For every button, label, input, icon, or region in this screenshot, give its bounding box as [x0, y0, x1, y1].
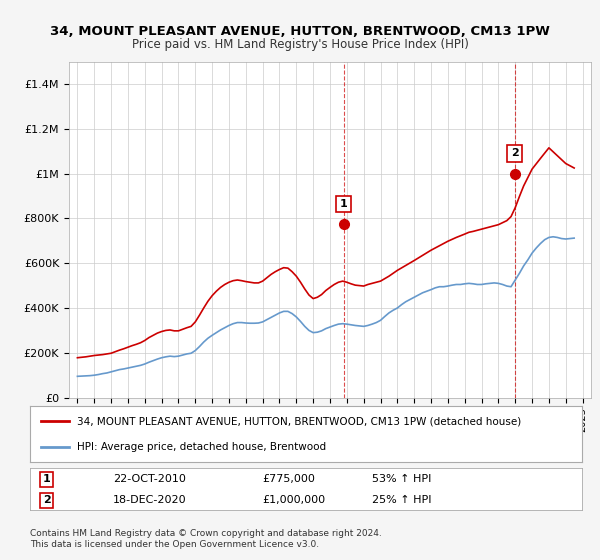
Text: 18-DEC-2020: 18-DEC-2020: [113, 496, 187, 505]
Text: 2: 2: [511, 148, 518, 158]
Text: 2: 2: [43, 496, 50, 505]
Text: £775,000: £775,000: [262, 474, 315, 484]
Text: £1,000,000: £1,000,000: [262, 496, 325, 505]
Text: HPI: Average price, detached house, Brentwood: HPI: Average price, detached house, Bren…: [77, 442, 326, 452]
Text: 34, MOUNT PLEASANT AVENUE, HUTTON, BRENTWOOD, CM13 1PW: 34, MOUNT PLEASANT AVENUE, HUTTON, BRENT…: [50, 25, 550, 38]
Text: 22-OCT-2010: 22-OCT-2010: [113, 474, 185, 484]
Text: 34, MOUNT PLEASANT AVENUE, HUTTON, BRENTWOOD, CM13 1PW (detached house): 34, MOUNT PLEASANT AVENUE, HUTTON, BRENT…: [77, 416, 521, 426]
Text: 25% ↑ HPI: 25% ↑ HPI: [372, 496, 432, 505]
Text: 1: 1: [340, 199, 347, 209]
Text: 1: 1: [43, 474, 50, 484]
Text: Price paid vs. HM Land Registry's House Price Index (HPI): Price paid vs. HM Land Registry's House …: [131, 38, 469, 51]
Text: Contains HM Land Registry data © Crown copyright and database right 2024.
This d: Contains HM Land Registry data © Crown c…: [30, 529, 382, 549]
Text: 53% ↑ HPI: 53% ↑ HPI: [372, 474, 431, 484]
